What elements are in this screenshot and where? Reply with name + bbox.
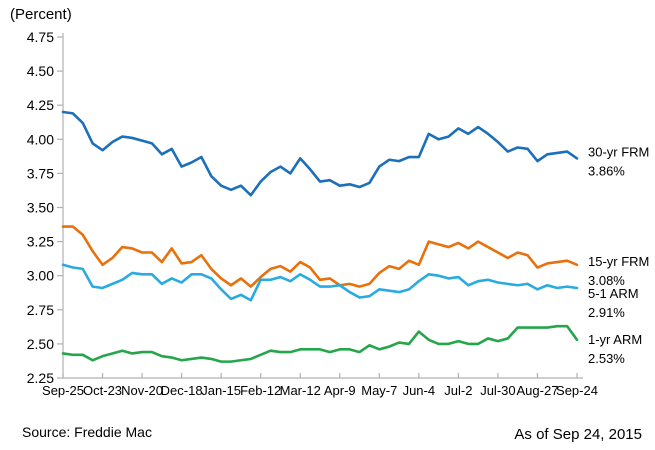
x-axis-tick-label: Jan-15 (201, 383, 241, 398)
line-1-yr-arm (61, 324, 579, 363)
y-axis-tick-label: 4.00 (27, 131, 54, 147)
x-axis-tick-label: Nov-20 (121, 383, 163, 398)
y-axis-tick-label: 3.75 (27, 165, 54, 181)
series-end-label-30-yr-frm: 30-yr FRM (588, 144, 649, 159)
x-axis-tick-label: Aug-27 (517, 383, 559, 398)
as-of-date-note: As of Sep 24, 2015 (514, 426, 642, 443)
source-note: Source: Freddie Mac (22, 424, 152, 440)
series-end-label-15-yr-frm: 15-yr FRM (588, 254, 649, 269)
line-15-yr-frm (61, 225, 579, 288)
y-axis-tick-label: 3.50 (27, 200, 54, 216)
x-axis-tick-label: Sep-24 (556, 383, 598, 398)
series-end-value-5-1-arm: 2.91% (588, 305, 625, 320)
y-axis-tick-label: 2.50 (27, 336, 54, 352)
x-axis-tick-label: Oct-23 (83, 383, 122, 398)
x-axis-tick-label: Feb-12 (240, 383, 281, 398)
x-axis-tick-label: May-7 (361, 383, 397, 398)
line-30-yr-frm (61, 110, 579, 197)
series-end-value-1-yr-arm: 2.53% (588, 351, 625, 366)
x-axis-tick-label: Jul-2 (444, 383, 472, 398)
series-end-label-1-yr-arm: 1-yr ARM (588, 332, 642, 347)
x-axis-tick-label: Mar-12 (280, 383, 321, 398)
series-end-value-30-yr-frm: 3.86% (588, 163, 625, 178)
x-axis-tick-label: Apr-9 (324, 383, 356, 398)
y-axis-tick-label: 4.75 (27, 29, 54, 45)
y-axis-unit-title: (Percent) (10, 6, 72, 23)
y-axis-tick-label: 4.50 (27, 63, 54, 79)
y-axis-tick-label: 2.75 (27, 302, 54, 318)
y-axis-tick-label: 3.00 (27, 268, 54, 284)
x-axis-tick-label: Dec-18 (161, 383, 203, 398)
y-axis-tick-label: 2.25 (27, 370, 54, 386)
series-end-label-5-1-arm: 5-1 ARM (588, 286, 639, 301)
x-axis-tick-label: Jul-30 (480, 383, 515, 398)
x-axis-tick-label: Sep-25 (42, 383, 84, 398)
y-axis-tick-label: 4.25 (27, 97, 54, 113)
y-axis-tick-label: 3.25 (27, 234, 54, 250)
series-end-value-15-yr-frm: 3.08% (588, 273, 625, 288)
line-5-1-arm (61, 263, 579, 302)
x-axis-tick-label: Jun-4 (403, 383, 436, 398)
